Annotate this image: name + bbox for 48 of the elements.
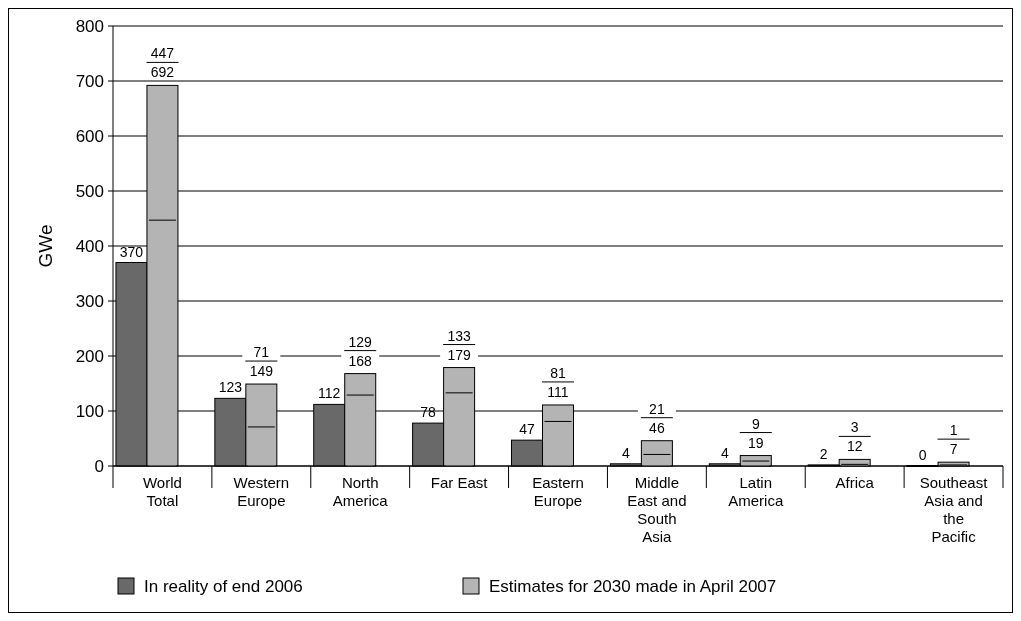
annotation: 21 [649,400,665,417]
annotation: 9 [751,415,760,432]
y-tick-label: 800 [75,16,104,36]
legend-label: Estimates for 2030 made in April 2007 [489,577,777,596]
annotation: 447 [150,45,175,62]
data-label: 47 [519,421,535,438]
legend-label: In reality of end 2006 [144,577,303,596]
x-tick-label: Eastern Europe [532,474,584,509]
y-tick-label: 300 [75,291,104,311]
data-label: 111 [547,383,569,400]
data-label: 123 [218,379,243,396]
data-label: 12 [846,438,863,455]
data-label: 692 [150,64,175,81]
x-tick-label: Far East [430,474,489,491]
y-tick-label: 500 [75,181,104,201]
data-label: 78 [420,404,437,421]
data-label: 149 [249,363,274,380]
y-tick-label: 100 [75,401,104,421]
data-label: 2 [819,445,828,462]
annotation: 1 [949,422,958,439]
data-label: 4 [621,444,630,461]
x-tick-label: Latin America [728,474,784,509]
x-tick-label: North America [332,474,389,509]
x-tick-label: Middle East and South Asia [627,474,687,545]
annotation: 129 [348,333,373,350]
data-label: 112 [318,385,341,402]
data-label: 46 [649,419,665,436]
annotation: 81 [550,364,566,381]
data-label: 370 [119,243,144,260]
x-tick-label: Southeast Asia and the Pacific [919,474,989,545]
data-label: 19 [747,434,764,451]
y-axis-title: GWe [35,224,56,268]
y-tick-label: 0 [94,456,104,476]
data-label: 168 [348,352,373,369]
annotation: 71 [253,344,270,361]
y-tick-label: 700 [75,71,104,91]
data-label: 179 [447,346,471,363]
annotation: 3 [850,419,859,436]
x-tick-label: Western Europe [233,474,290,509]
data-label: 4 [720,444,729,461]
x-tick-label: World Total [142,474,182,509]
x-tick-label: Africa [835,474,875,491]
y-tick-label: 600 [75,126,104,146]
y-tick-label: 200 [75,346,104,366]
y-tick-label: 400 [75,236,104,256]
data-label: 0 [918,447,927,463]
data-label: 7 [949,441,958,458]
annotation: 133 [447,327,471,344]
